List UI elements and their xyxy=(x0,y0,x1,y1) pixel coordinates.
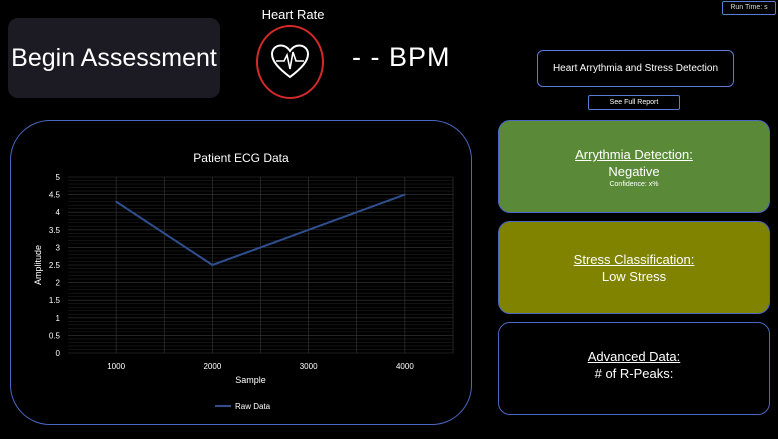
series-line-raw-data xyxy=(115,193,406,267)
arrhythmia-result: Negative xyxy=(608,164,660,179)
r-peaks-count: # of R-Peaks: xyxy=(594,366,674,381)
advanced-data-card: Advanced Data: # of R-Peaks: xyxy=(498,322,770,415)
data-point xyxy=(115,200,117,203)
y-tick-label: 3.5 xyxy=(49,226,61,235)
arrhythmia-confidence: Confidence: x% xyxy=(609,181,659,188)
data-point xyxy=(307,229,310,231)
y-axis-label: Amplitude xyxy=(33,245,43,285)
x-tick-label: 2000 xyxy=(203,362,221,371)
see-full-report-button[interactable]: See Full Report xyxy=(588,95,680,110)
arrhythmia-detection-card: Arrythmia Detection: Negative Confidence… xyxy=(498,120,770,213)
y-tick-label: 0 xyxy=(56,349,61,358)
chart-title: Patient ECG Data xyxy=(193,151,289,165)
data-point xyxy=(211,264,214,266)
legend-label: Raw Data xyxy=(235,402,271,411)
y-tick-label: 1.5 xyxy=(49,296,61,305)
y-tick-label: 1 xyxy=(56,314,61,323)
heart-rate-title: Heart Rate xyxy=(261,7,325,22)
stress-result: Low Stress xyxy=(601,269,667,284)
heart-ecg-icon xyxy=(270,44,310,79)
y-tick-label: 5 xyxy=(56,173,61,182)
data-point xyxy=(404,193,406,196)
ecg-chart: 0 0.5 1 1.5 2 2.5 3 3.5 4 4.5 5 1000 2000 3000 4000 Sam… xyxy=(33,173,454,411)
ecg-chart-panel: Patient ECG Data 0 0.5 1 1.5 2 2.5 3 3.5 4 4.5 5 10… xyxy=(10,120,472,425)
y-tick-label: 2 xyxy=(56,279,61,288)
x-tick-label: 3000 xyxy=(300,362,318,371)
y-tick-label: 0.5 xyxy=(49,331,61,340)
run-time-display: Run Time: s xyxy=(722,1,776,15)
x-tick-label: 4000 xyxy=(396,362,414,371)
stress-classification-card: Stress Classification: Low Stress xyxy=(498,221,770,314)
y-tick-label: 4 xyxy=(56,208,61,217)
advanced-title: Advanced Data: xyxy=(587,349,681,364)
y-tick-label: 4.5 xyxy=(49,191,61,200)
x-tick-label: 1000 xyxy=(107,362,125,371)
begin-assessment-button[interactable]: Begin Assessment xyxy=(8,18,220,98)
heart-rate-badge xyxy=(256,25,324,99)
y-tick-label: 3 xyxy=(56,243,61,252)
arrhythmia-title: Arrythmia Detection: xyxy=(575,147,693,162)
app-title: Heart Arrythmia and Stress Detection xyxy=(537,50,734,87)
y-tick-label: 2.5 xyxy=(49,261,61,270)
bpm-readout: - - BPM xyxy=(352,42,451,72)
stress-title: Stress Classification: xyxy=(573,252,695,267)
x-axis-label: Sample xyxy=(235,375,266,385)
